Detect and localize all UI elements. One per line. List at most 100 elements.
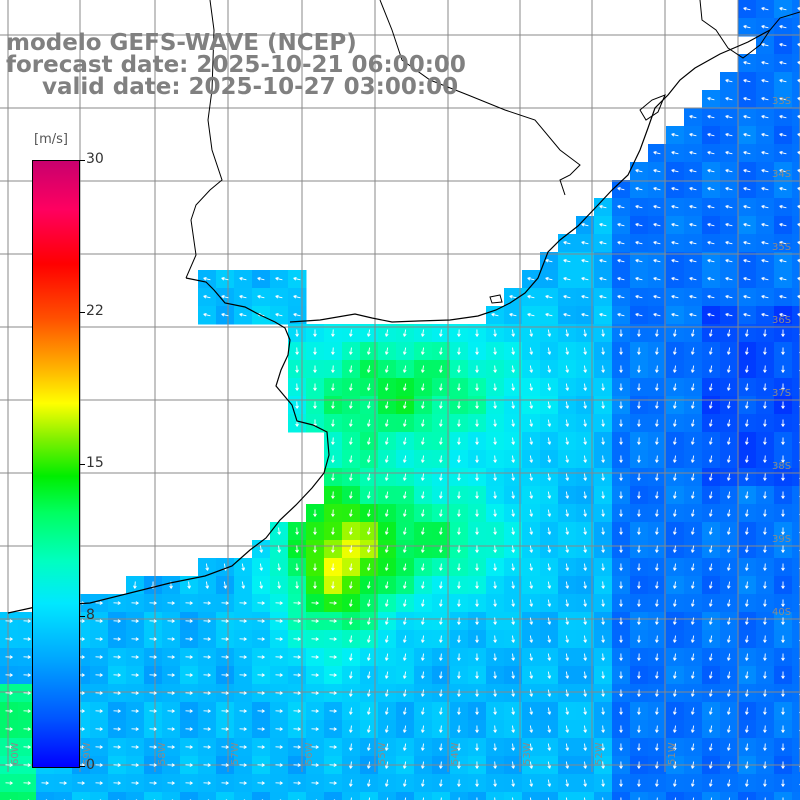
wind-arrow <box>349 707 353 715</box>
wind-arrow <box>293 709 301 713</box>
wind-arrow <box>797 79 800 83</box>
wind-arrow <box>673 779 677 787</box>
colorbar-tick-label: 0 <box>86 757 95 773</box>
wind-arrows <box>5 6 800 800</box>
wind-speed-cell <box>792 522 800 541</box>
wind-arrow <box>779 42 787 47</box>
wind-arrow <box>727 419 731 427</box>
latitude-label: 39S <box>772 534 791 545</box>
wind-arrow <box>457 545 461 553</box>
colorbar-tick-label: 15 <box>86 455 104 471</box>
wind-arrow <box>529 509 534 517</box>
wind-arrow <box>707 276 715 281</box>
wind-arrow <box>637 347 641 355</box>
wind-arrow <box>743 6 751 11</box>
wind-arrow <box>761 114 769 119</box>
wind-arrow <box>727 437 731 445</box>
wind-arrow <box>457 383 461 391</box>
wind-arrow <box>167 763 175 767</box>
wind-arrow <box>384 635 389 643</box>
wind-arrow <box>402 635 407 643</box>
wind-arrow <box>205 563 209 571</box>
wind-arrow <box>727 329 731 337</box>
wind-arrow <box>655 725 659 733</box>
wind-arrow <box>457 671 461 679</box>
wind-speed-cell <box>792 792 800 800</box>
wind-arrow <box>113 727 121 731</box>
wind-arrow <box>367 599 371 607</box>
wind-arrow <box>203 781 211 785</box>
wind-arrow <box>311 727 319 731</box>
wind-arrow <box>583 329 587 337</box>
wind-arrow <box>619 743 623 751</box>
wind-arrow <box>671 276 679 281</box>
wind-arrow <box>583 671 587 679</box>
wind-arrow <box>565 797 568 800</box>
wind-arrow <box>763 599 767 607</box>
wind-arrow <box>457 491 461 499</box>
latitude-label: 35S <box>772 242 791 253</box>
wind-arrow <box>565 473 570 481</box>
wind-arrow <box>402 779 407 787</box>
wind-speed-cell <box>792 648 800 667</box>
wind-arrow <box>329 637 337 641</box>
longitude-label: 60W <box>10 742 21 765</box>
wind-arrow <box>601 329 605 337</box>
wind-arrow <box>690 347 695 355</box>
wind-speed-cell <box>630 792 649 800</box>
wind-arrow <box>779 60 787 65</box>
wind-arrow <box>547 491 552 499</box>
wind-arrow <box>203 601 211 605</box>
wind-arrow <box>599 258 607 263</box>
wind-arrow <box>402 743 407 751</box>
wind-arrow <box>690 563 695 571</box>
wind-arrow <box>349 725 353 733</box>
wind-arrow <box>275 294 283 299</box>
wind-arrow <box>349 383 353 391</box>
wind-arrow <box>690 473 695 481</box>
wind-arrow <box>779 24 787 29</box>
wind-arrow <box>653 186 661 191</box>
wind-arrow <box>494 797 496 800</box>
wind-arrow <box>439 329 443 337</box>
wind-arrow <box>583 347 587 355</box>
wind-arrow <box>779 276 787 281</box>
wind-arrow <box>149 619 157 623</box>
wind-arrow <box>113 637 121 641</box>
wind-arrow <box>422 797 425 800</box>
wind-arrow <box>547 635 552 643</box>
wind-arrow <box>293 691 301 695</box>
wind-arrow <box>547 347 552 355</box>
wind-speed-cell <box>792 180 800 199</box>
wind-arrow <box>583 707 587 715</box>
wind-arrow <box>781 761 785 769</box>
wind-arrow <box>563 240 571 245</box>
wind-arrow <box>259 563 263 571</box>
wind-arrow <box>367 365 371 373</box>
wind-speed-cell <box>792 324 800 343</box>
wind-arrow <box>690 743 695 751</box>
wind-speed-cell <box>792 108 800 127</box>
wind-arrow <box>311 619 319 623</box>
wind-arrow <box>384 725 389 733</box>
wind-arrow <box>599 204 607 209</box>
wind-arrow <box>259 581 263 589</box>
wind-arrow <box>673 437 677 445</box>
wind-arrow <box>95 709 103 713</box>
wind-arrow <box>797 259 800 263</box>
wind-arrow <box>779 132 787 137</box>
wind-arrow <box>707 222 715 227</box>
wind-arrow <box>367 617 371 625</box>
wind-arrow <box>637 401 641 409</box>
wind-arrow <box>439 617 443 625</box>
wind-arrow <box>491 312 499 317</box>
wind-arrow <box>761 258 769 263</box>
wind-arrow <box>565 491 570 499</box>
wind-arrow <box>547 689 552 697</box>
wind-arrow <box>673 599 677 607</box>
wind-arrow <box>439 779 443 787</box>
wind-arrow <box>529 563 534 571</box>
wind-arrow <box>421 545 425 553</box>
wind-arrow <box>583 527 587 535</box>
